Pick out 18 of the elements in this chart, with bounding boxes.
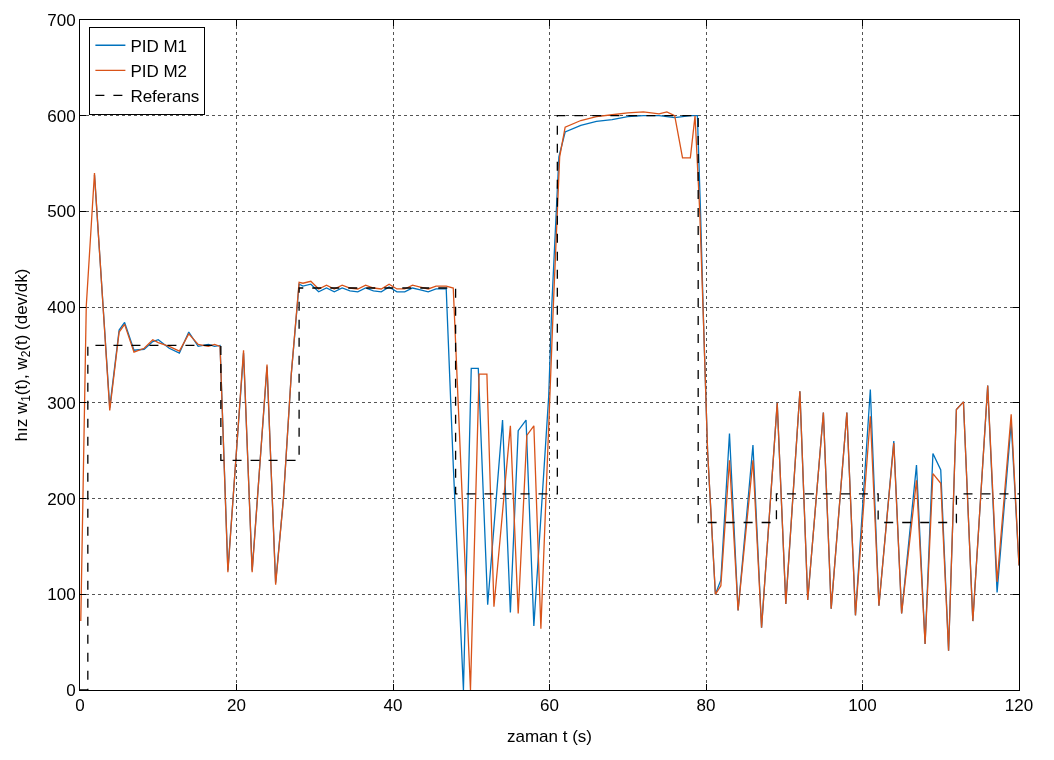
x-tick-label: 40 [383, 696, 403, 716]
y-tick-label: 600 [47, 106, 76, 126]
x-tick-label: 60 [540, 696, 559, 716]
y-tick-label: 200 [47, 489, 76, 509]
x-tick-label: 20 [227, 696, 246, 716]
legend-label: Referans [130, 87, 200, 107]
y-tick-label: 0 [66, 680, 76, 700]
y-tick-label: 100 [47, 585, 76, 605]
y-tick-label: 700 [47, 10, 76, 30]
y-tick-label: 400 [47, 298, 76, 318]
x-tick-label: 80 [696, 696, 716, 716]
x-tick-label: 120 [1004, 696, 1034, 716]
x-tick-label: 100 [848, 696, 877, 716]
legend-label: PID M1 [130, 36, 188, 56]
x-axis-title: zaman t (s) [506, 726, 593, 746]
y-tick-label: 500 [47, 202, 76, 222]
legend-label: PID M2 [130, 61, 188, 81]
y-tick-label: 300 [47, 393, 76, 413]
